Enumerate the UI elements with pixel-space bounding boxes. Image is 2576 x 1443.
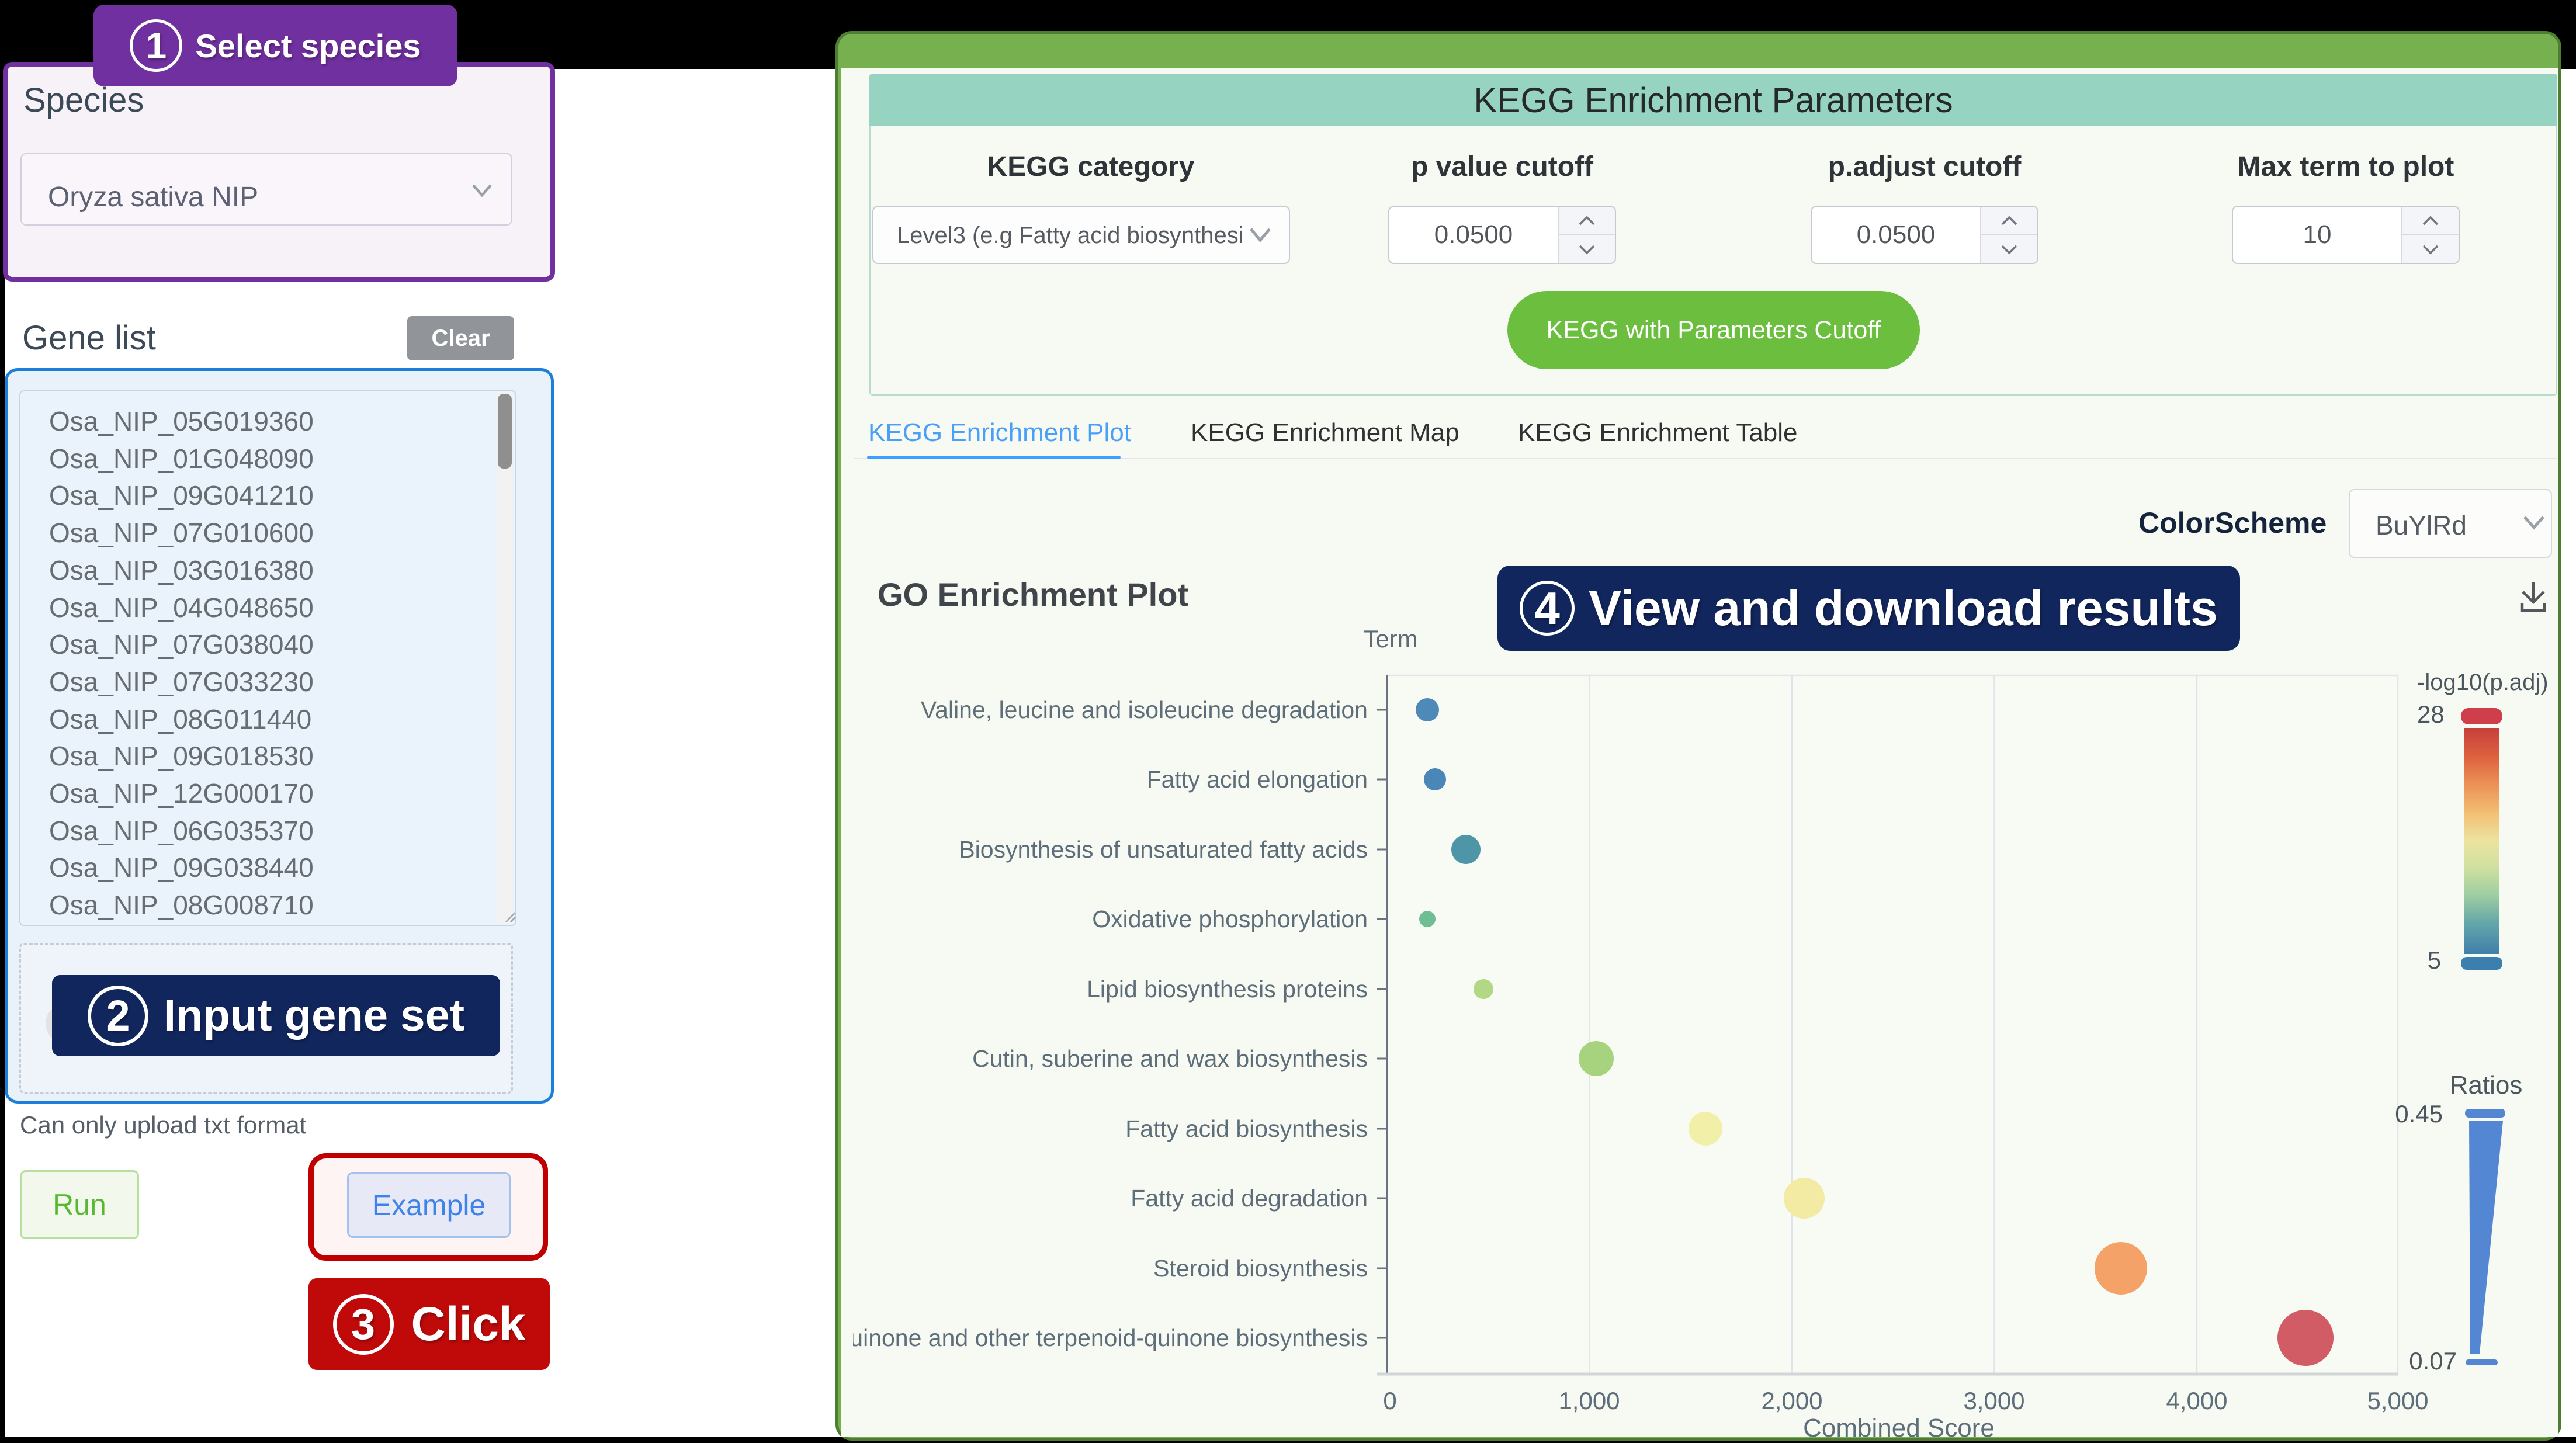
svg-text:0.07: 0.07 bbox=[2409, 1347, 2457, 1375]
svg-text:28: 28 bbox=[2417, 700, 2445, 728]
svg-text:Cutin, suberine and wax biosyn: Cutin, suberine and wax biosynthesis bbox=[972, 1045, 1368, 1072]
svg-text:5: 5 bbox=[2428, 946, 2441, 974]
svg-text:Steroid biosynthesis: Steroid biosynthesis bbox=[1153, 1255, 1368, 1282]
svg-text:Combined Score: Combined Score bbox=[1803, 1414, 1995, 1437]
svg-text:4,000: 4,000 bbox=[2166, 1387, 2227, 1414]
svg-text:Term: Term bbox=[1363, 625, 1417, 653]
svg-text:Fatty acid elongation: Fatty acid elongation bbox=[1147, 766, 1368, 793]
svg-text:3,000: 3,000 bbox=[1963, 1387, 2024, 1414]
svg-text:0.45: 0.45 bbox=[2395, 1100, 2443, 1128]
svg-text:1,000: 1,000 bbox=[1558, 1387, 1620, 1414]
svg-text:-log10(p.adj): -log10(p.adj) bbox=[2417, 670, 2549, 695]
svg-text:5,000: 5,000 bbox=[2367, 1387, 2428, 1414]
svg-text:Oxidative phosphorylation: Oxidative phosphorylation bbox=[1092, 906, 1368, 932]
svg-text:Valine, leucine and isoleucine: Valine, leucine and isoleucine degradati… bbox=[921, 696, 1368, 723]
svg-text:0: 0 bbox=[1383, 1387, 1396, 1414]
svg-text:Ratios: Ratios bbox=[2450, 1071, 2523, 1099]
svg-text:2,000: 2,000 bbox=[1761, 1387, 1822, 1414]
svg-text:Fatty acid degradation: Fatty acid degradation bbox=[1131, 1185, 1368, 1212]
svg-text:Biosynthesis of unsaturated fa: Biosynthesis of unsaturated fatty acids bbox=[959, 836, 1368, 863]
svg-text:Lipid biosynthesis proteins: Lipid biosynthesis proteins bbox=[1087, 976, 1368, 1003]
svg-text:Fatty acid biosynthesis: Fatty acid biosynthesis bbox=[1125, 1115, 1368, 1142]
svg-text:uinone and other terpenoid-qui: uinone and other terpenoid-quinone biosy… bbox=[853, 1324, 1368, 1351]
